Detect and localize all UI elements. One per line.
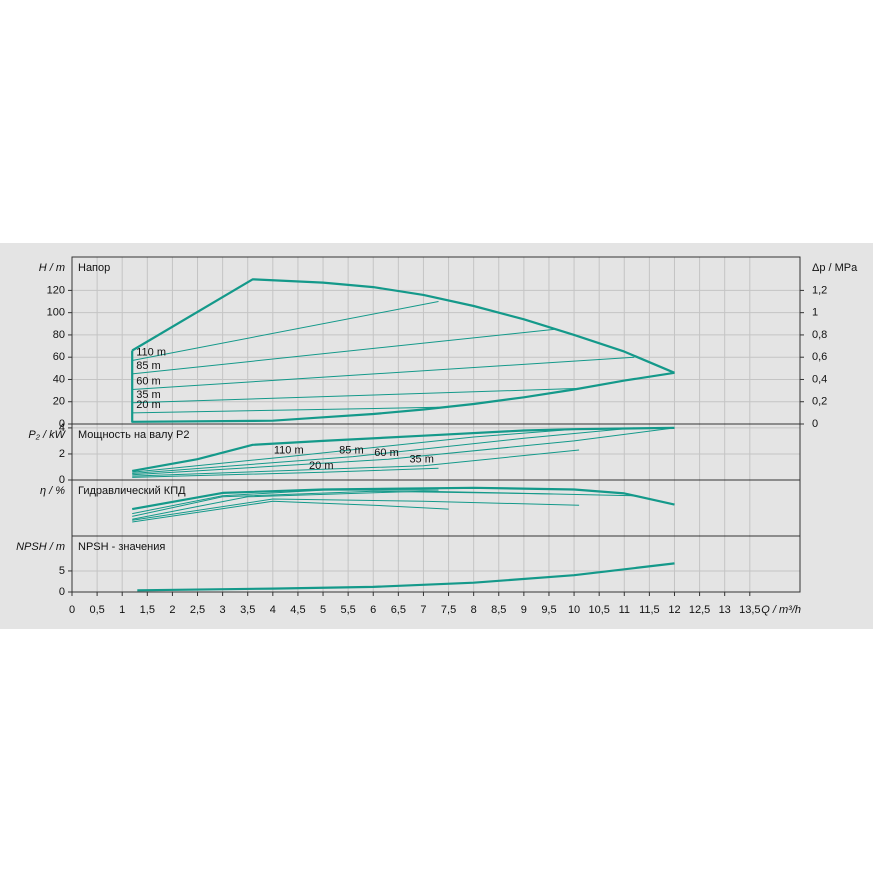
curve: [132, 449, 580, 477]
curve: [132, 427, 635, 474]
curve: [132, 301, 439, 361]
y-tick-label: 0: [59, 586, 65, 598]
y-tick-label: 20: [53, 396, 65, 408]
x-tick-label: 13,5: [739, 604, 760, 616]
curve: [131, 278, 675, 374]
x-tick-label: 13: [719, 604, 731, 616]
x-tick-label: 5: [320, 604, 326, 616]
x-tick-label: 2: [169, 604, 175, 616]
curve: [132, 387, 580, 404]
curve-label: 20 m: [309, 460, 333, 472]
x-tick-label: 1,5: [140, 604, 155, 616]
y2-tick-label: 0: [812, 418, 818, 430]
x-axis-label: Q / m³/h: [761, 604, 801, 616]
x-tick-label: 7: [420, 604, 426, 616]
y-axis-label: H / m: [39, 262, 65, 274]
curve: [132, 490, 555, 517]
curve: [132, 498, 580, 521]
curve: [132, 328, 555, 375]
x-tick-label: 9,5: [541, 604, 556, 616]
panel: [72, 257, 800, 424]
curve: [132, 490, 635, 520]
y-tick-label: 0: [59, 474, 65, 486]
x-tick-label: 10: [568, 604, 580, 616]
panel-title: NPSH - значения: [78, 541, 165, 553]
x-tick-label: 8,5: [491, 604, 506, 616]
x-tick-label: 6: [370, 604, 376, 616]
y-axis-label: P₂ / kW: [28, 429, 66, 441]
x-tick-label: 0: [69, 604, 75, 616]
y-tick-label: 4: [59, 422, 65, 434]
x-tick-label: 3: [220, 604, 226, 616]
panel-title: Напор: [78, 262, 110, 274]
curve-label: 85 m: [136, 360, 160, 372]
curve-label: 85 m: [339, 444, 363, 456]
x-tick-label: 8: [471, 604, 477, 616]
x-tick-label: 12,5: [689, 604, 710, 616]
y2-tick-label: 0,2: [812, 396, 827, 408]
panel: [72, 536, 800, 592]
x-tick-label: 11,5: [639, 604, 660, 616]
y2-tick-label: 0,4: [812, 373, 827, 385]
curve: [132, 467, 439, 478]
y-axis-label: NPSH / m: [16, 541, 65, 553]
y-tick-label: 60: [53, 351, 65, 363]
curve-label: 110 m: [136, 346, 166, 358]
panel-title: Гидравлический КПД: [78, 485, 186, 497]
x-tick-label: 12: [668, 604, 680, 616]
curve: [132, 500, 449, 523]
curve: [131, 350, 675, 423]
curve-label: 60 m: [374, 447, 398, 459]
y2-tick-label: 0,6: [812, 351, 827, 363]
curve: [132, 356, 635, 390]
curve: [132, 406, 439, 414]
x-tick-label: 4,5: [290, 604, 305, 616]
x-tick-label: 2,5: [190, 604, 205, 616]
x-tick-label: 5,5: [340, 604, 355, 616]
y-tick-label: 5: [59, 565, 65, 577]
panel-title: Мощность на валу P2: [78, 429, 190, 441]
y2-tick-label: 0,8: [812, 329, 827, 341]
x-tick-label: 4: [270, 604, 276, 616]
panel-frame: [71, 535, 801, 593]
y-tick-label: 80: [53, 329, 65, 341]
y-tick-label: 100: [47, 307, 65, 319]
curve: [137, 562, 675, 592]
y2-tick-label: 1,2: [812, 284, 827, 296]
curve-label: 110 m: [274, 444, 304, 456]
curve-label: 35 m: [136, 389, 160, 401]
y-tick-label: 0: [59, 418, 65, 430]
curve-label: 60 m: [136, 375, 160, 387]
y2-axis-label: Δp / MPa: [812, 262, 858, 274]
curve-label: 35 m: [409, 454, 433, 466]
curve: [132, 427, 675, 476]
curve-label: 20 m: [136, 399, 160, 411]
y2-tick-label: 1: [812, 307, 818, 319]
x-tick-label: 6,5: [391, 604, 406, 616]
curve: [132, 428, 575, 473]
x-tick-label: 10,5: [588, 604, 609, 616]
curve: [132, 489, 439, 515]
x-tick-label: 0,5: [89, 604, 104, 616]
x-tick-label: 9: [521, 604, 527, 616]
y-tick-label: 120: [47, 284, 65, 296]
x-tick-label: 11: [619, 604, 630, 616]
y-tick-label: 2: [59, 448, 65, 460]
curve: [132, 486, 675, 511]
y-tick-label: 40: [53, 373, 65, 385]
x-tick-label: 7,5: [441, 604, 456, 616]
y-axis-label: η / %: [40, 485, 65, 497]
x-tick-label: 1: [119, 604, 125, 616]
x-tick-label: 3,5: [240, 604, 255, 616]
